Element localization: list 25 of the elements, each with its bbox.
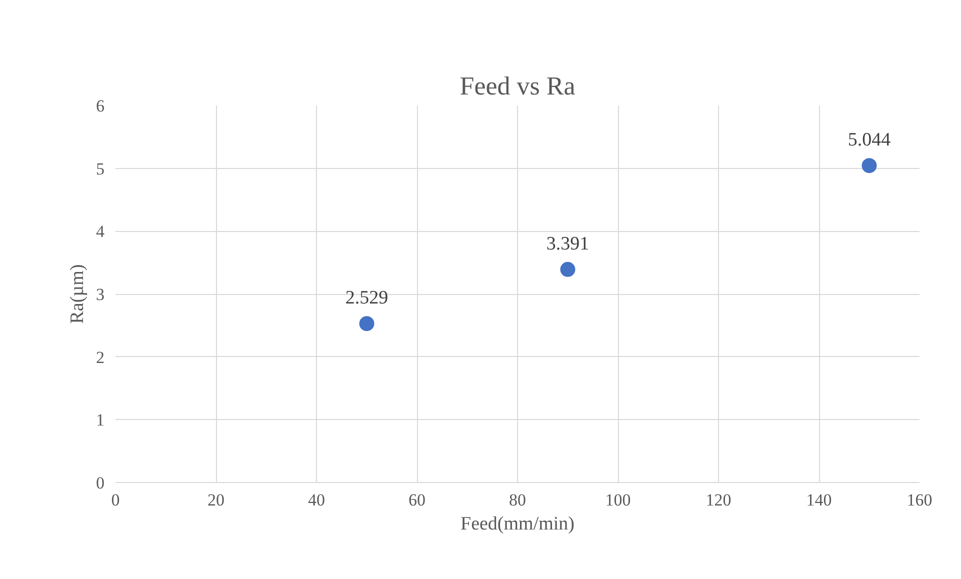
data-label: 3.391 — [546, 233, 590, 254]
x-tick-label: 160 — [906, 490, 932, 510]
y-tick-label: 2 — [96, 348, 104, 367]
data-label: 5.044 — [848, 130, 892, 151]
y-tick-label: 3 — [96, 285, 104, 304]
x-tick-label: 100 — [605, 490, 631, 510]
x-tick-label: 0 — [111, 490, 120, 510]
x-axis-title: Feed(mm/min) — [460, 514, 574, 534]
x-tick-label: 20 — [208, 490, 224, 510]
x-tick-label: 40 — [308, 490, 325, 510]
y-tick-label: 5 — [96, 159, 104, 178]
x-tick-label: 120 — [706, 490, 732, 510]
y-axis-title: Ra(µm) — [67, 264, 88, 324]
chart-title: Feed vs Ra — [460, 72, 576, 100]
y-tick-label: 4 — [96, 222, 105, 242]
point — [359, 316, 374, 332]
x-tick-label: 80 — [509, 490, 526, 510]
y-tick-label: 1 — [96, 410, 104, 430]
point — [862, 158, 877, 174]
x-tick-label: 140 — [806, 490, 832, 510]
data-label: 2.529 — [345, 288, 388, 309]
point — [560, 262, 576, 277]
y-tick-label: 0 — [96, 474, 104, 492]
y-tick-label: 6 — [96, 96, 104, 116]
x-tick-label: 60 — [408, 490, 426, 510]
